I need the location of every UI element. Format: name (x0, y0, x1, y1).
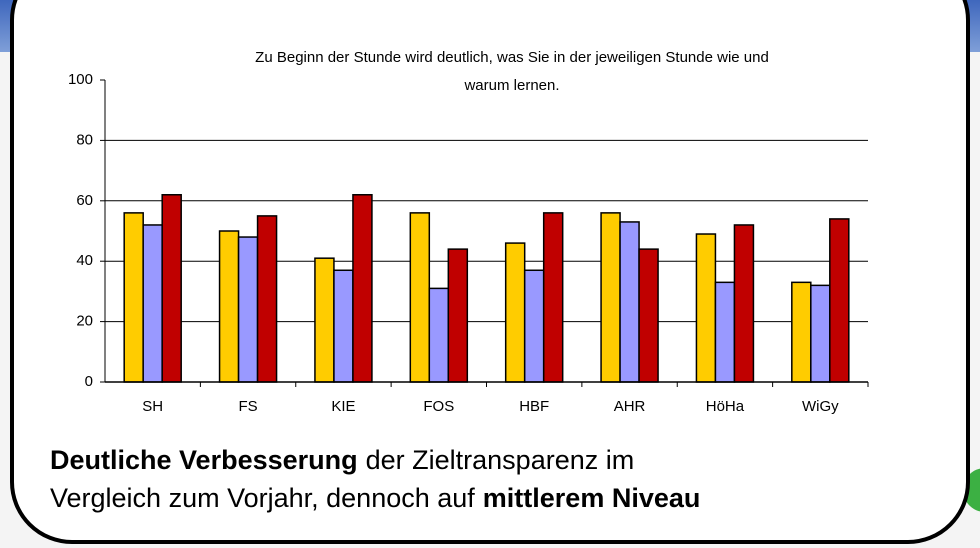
y-tick-label: 80 (76, 131, 93, 148)
y-tick-label: 40 (76, 252, 93, 269)
chart-title: Zu Beginn der Stunde wird deutlich, was … (255, 49, 769, 66)
bar (542, 212, 564, 383)
bar (695, 233, 717, 383)
bar (791, 281, 812, 383)
caption: Deutliche Verbesserung der Zieltransparen… (50, 445, 634, 475)
bar (218, 230, 240, 383)
callout-box (10, 0, 970, 544)
bar (447, 248, 469, 383)
bar (714, 281, 736, 383)
x-tick-label: SH (142, 398, 163, 415)
bar (504, 242, 526, 383)
chart: 0 20 40 60 80 100 SH FS KIE FOS HBF AHR HöHa WiGy (68, 71, 869, 415)
y-tick-label: 60 (76, 192, 93, 209)
bar (256, 215, 278, 383)
bar (619, 221, 640, 383)
bar (638, 248, 659, 383)
bar (733, 224, 755, 383)
x-tick-label: HBF (519, 398, 549, 415)
bar (123, 212, 144, 383)
bar (523, 269, 545, 383)
chart-title: warum lernen. (463, 77, 559, 94)
x-tick-label: FOS (423, 398, 454, 415)
bar (142, 224, 163, 383)
bar (237, 236, 259, 383)
y-tick-label: 100 (68, 71, 93, 88)
x-tick-label: KIE (331, 398, 355, 415)
caption-part: mittlerem Niveau (483, 483, 701, 513)
bar (428, 287, 450, 383)
y-tick-label: 20 (76, 313, 93, 330)
y-tick-label: 0 (85, 373, 93, 390)
bar (829, 218, 850, 383)
bar (600, 212, 621, 383)
x-tick-label: FS (238, 398, 257, 415)
bar (810, 284, 831, 383)
bar (352, 194, 373, 383)
bar (409, 212, 431, 383)
caption-part: Vergleich zum Vorjahr, dennoch auf (50, 483, 475, 513)
x-tick-label: AHR (614, 398, 646, 415)
x-tick-label: WiGy (802, 398, 839, 415)
bar (333, 269, 354, 383)
bar (314, 257, 335, 383)
caption-part: Deutliche Verbesserung (50, 445, 358, 475)
caption: Vergleich zum Vorjahr, dennoch auf mittle… (50, 483, 700, 513)
bar (161, 194, 182, 383)
caption-part: der Zieltransparenz im (366, 445, 635, 475)
x-tick-label: HöHa (706, 398, 745, 415)
